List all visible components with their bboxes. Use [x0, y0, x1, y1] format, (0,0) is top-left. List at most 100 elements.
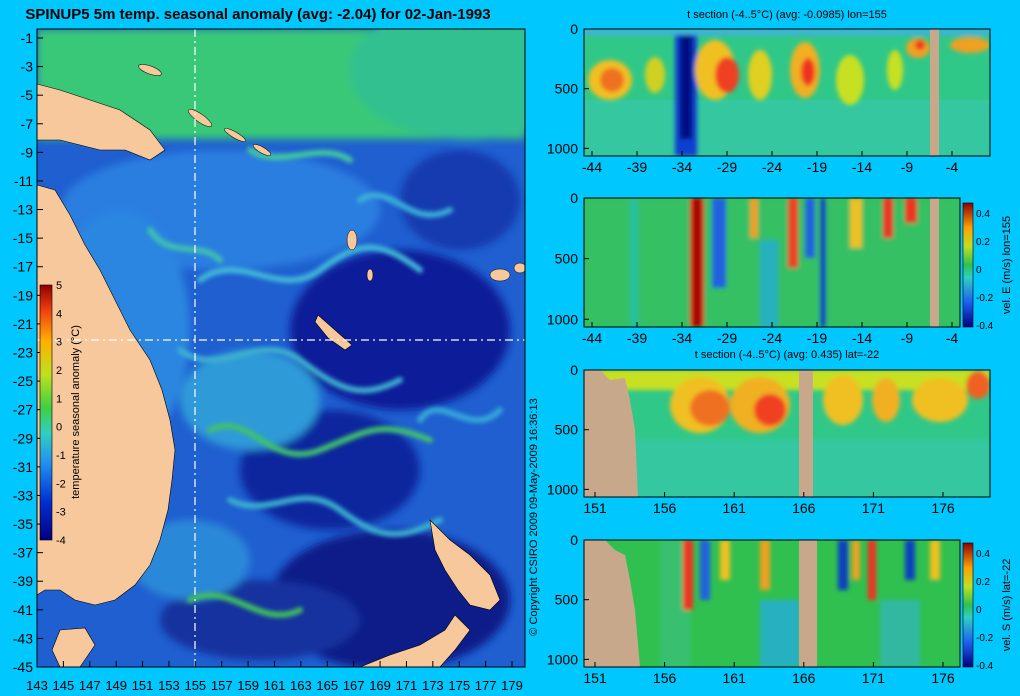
- panel-x-tick-label: 161: [723, 500, 747, 516]
- map-y-tick-label: -45: [13, 659, 33, 675]
- panel-x-tick-label: -14: [852, 330, 872, 346]
- panel-colorbar-tick-label: -0.4: [976, 321, 994, 332]
- panel-colorbar-tick-label: 0.4: [976, 209, 990, 220]
- panel-y-tick-label: 0: [570, 21, 578, 37]
- map-y-tick-label: -7: [21, 116, 34, 132]
- map-y-tick-label: -15: [13, 230, 33, 246]
- panel-3-axes: 0 500 1000 151 156 161 166 171 176: [547, 362, 955, 516]
- panel-y-tick-label: 500: [555, 422, 579, 438]
- land-solomon: [138, 64, 374, 282]
- panel-4-axes: 0 500 1000 151 156 161 166 171 176: [547, 532, 955, 686]
- map-y-tick-label: -19: [13, 287, 33, 303]
- panel-x-tick-label: 171: [862, 500, 886, 516]
- map-y-tick-label: -43: [13, 630, 33, 646]
- panel-x-tick-label: -34: [672, 159, 692, 175]
- panel-x-tick-label: 176: [931, 500, 955, 516]
- map-x-tick-label: 163: [290, 678, 312, 693]
- panel-x-tick-label: 176: [931, 670, 955, 686]
- map-y-tick-label: -13: [13, 202, 33, 218]
- panel-x-tick-label: -44: [582, 330, 602, 346]
- panel-x-tick-label: 156: [653, 670, 677, 686]
- panel-2-land: [930, 198, 939, 327]
- panel-y-tick-label: 500: [555, 592, 579, 608]
- copyright-text: © Copyright CSIRO 2009 09-May-2009 16:36…: [528, 398, 540, 635]
- panel-x-tick-label: -4: [946, 330, 959, 346]
- panel-1-axes: 0 500 1000-44 -39 -34 -29 -24 -19 -14 -9 -4: [547, 21, 959, 175]
- panel-colorbar-tick-label: -0.4: [976, 661, 994, 672]
- panel-colorbar-tick-label: 0.2: [976, 237, 990, 248]
- panel-y-tick-label: 0: [570, 190, 578, 206]
- panel-x-tick-label: -39: [627, 330, 647, 346]
- panel-4-land: [584, 540, 640, 667]
- panel-x-tick-label: -9: [901, 330, 914, 346]
- map-y-tick-label: -11: [14, 173, 33, 189]
- map-y-tick-label: -5: [21, 87, 34, 103]
- map-plot: [37, 29, 525, 667]
- map-colorbar-tick-label: 0: [56, 422, 62, 434]
- panel-4-land-ridge: [799, 540, 817, 667]
- map-x-tick-label: 171: [396, 678, 418, 693]
- map-x-tick-label: 179: [501, 678, 523, 693]
- map-y-tick-label: -41: [13, 602, 33, 618]
- map-colorbar-tick-label: 1: [56, 393, 62, 405]
- panel-x-tick-label: -24: [762, 330, 782, 346]
- map-x-tick-label: 169: [369, 678, 391, 693]
- map-colorbar-tick-label: 4: [56, 308, 62, 320]
- panel-x-tick-label: -19: [807, 330, 827, 346]
- panel-x-tick-label: 151: [583, 500, 607, 516]
- panel-2-axes: 0 500 1000-44 -39 -34 -29 -24 -19 -14 -9 -4: [547, 190, 959, 346]
- map-colorbar-tick-label: -3: [56, 507, 66, 519]
- panel-x-tick-label: -39: [627, 159, 647, 175]
- map-x-tick-label: 143: [26, 678, 48, 693]
- panel-1-land: [930, 29, 939, 156]
- panel-4-plot: [584, 540, 960, 667]
- panel-2-colorbar-label: vel. E (m/s) lon=155: [1001, 216, 1013, 314]
- map-y-tick-label: -39: [13, 573, 33, 589]
- panel-x-tick-label: 161: [723, 670, 747, 686]
- panel-y-tick-label: 0: [570, 362, 578, 378]
- panel-3-plot: [584, 370, 990, 497]
- map-x-tick-label: 149: [105, 678, 127, 693]
- map-x-tick-label: 155: [184, 678, 206, 693]
- map-y-tick-label: -3: [21, 59, 34, 75]
- map-x-tick-label: 159: [237, 678, 259, 693]
- land-fiji: [489, 262, 525, 282]
- land-nz-south: [359, 614, 471, 667]
- map-y-tick-label: -37: [13, 545, 33, 561]
- map-y-tick-label: -1: [21, 30, 34, 46]
- map-x-tick-label: 175: [448, 678, 470, 693]
- panel-x-tick-label: 166: [792, 670, 816, 686]
- map-y-tick-label: -21: [13, 316, 33, 332]
- panel-y-tick-label: 500: [555, 81, 579, 97]
- panel-x-tick-label: -24: [762, 159, 782, 175]
- panel-colorbar-tick-label: 0.2: [976, 577, 990, 588]
- map-x-tick-label: 173: [422, 678, 444, 693]
- map-colorbar-tick-label: 3: [56, 337, 62, 349]
- map-x-tick-label: 151: [132, 678, 154, 693]
- map-colorbar-tick-label: 2: [56, 365, 62, 377]
- panel-1-title: t section (-4..5°C) (avg: -0.0985) lon=1…: [687, 9, 887, 21]
- panel-colorbar-tick-label: 0.4: [976, 549, 990, 560]
- map-x-tick-label: 145: [53, 678, 75, 693]
- map-x-tick-label: 177: [475, 678, 497, 693]
- map-colorbar-label: temperature seasonal anomaly (°C): [70, 325, 82, 499]
- panel-y-tick-label: 0: [570, 532, 578, 548]
- map-y-tick-label: -9: [21, 144, 34, 160]
- panel-2-colorbar: 0.4 0.2 0 -0.2 -0.4 vel. E (m/s) lon=155: [962, 202, 1013, 332]
- land-new-caledonia: [314, 314, 353, 351]
- panel-x-tick-label: -29: [717, 330, 737, 346]
- map-y-tick-label: -23: [13, 345, 33, 361]
- map-colorbar-tick-label: 5: [56, 280, 62, 292]
- panel-y-tick-label: 500: [555, 251, 579, 267]
- panel-colorbar-tick-label: -0.2: [976, 293, 994, 304]
- panel-colorbar-tick-label: 0: [976, 265, 982, 276]
- panel-colorbar-tick-label: -0.2: [976, 633, 994, 644]
- panel-y-tick-label: 1000: [547, 651, 578, 667]
- panel-y-tick-label: 1000: [547, 140, 578, 156]
- panel-3-title: t section (-4..5°C) (avg: 0.435) lat=-22: [695, 349, 879, 361]
- map-y-tick-label: -17: [13, 259, 33, 275]
- map-y-tick-label: -31: [13, 459, 33, 475]
- map-colorbar: 5 4 3 2 1 0 -1 -2 -3 -4 temperature seasonal anom…: [39, 280, 82, 547]
- map-x-axis: 143 145 147 149 151 153 155 157 159 161 163 165 167 1…: [26, 661, 523, 693]
